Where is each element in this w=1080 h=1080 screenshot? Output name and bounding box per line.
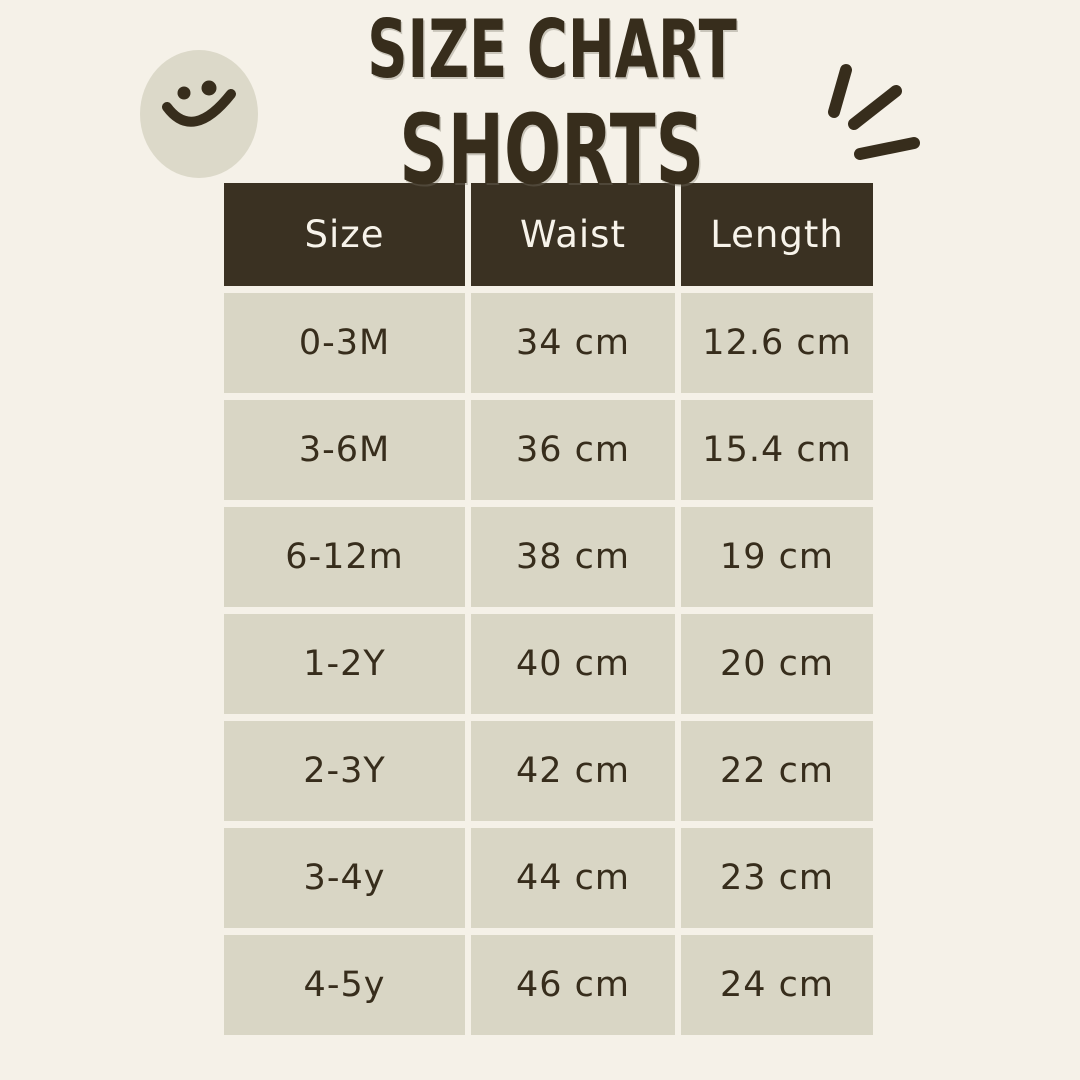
length-cell: 22 cm	[681, 721, 873, 821]
length-cell: 23 cm	[681, 828, 873, 928]
length-cell: 12.6 cm	[681, 293, 873, 393]
length-cell: 20 cm	[681, 614, 873, 714]
size-table: Size Waist Length 0-3M 34 cm 12.6 cm 3-6…	[224, 183, 873, 1035]
size-cell: 0-3M	[224, 293, 465, 393]
size-cell: 3-4y	[224, 828, 465, 928]
size-cell: 2-3Y	[224, 721, 465, 821]
length-cell: 24 cm	[681, 935, 873, 1035]
waist-cell: 38 cm	[471, 507, 675, 607]
size-cell: 1-2Y	[224, 614, 465, 714]
sparkle-dashes-icon	[828, 64, 920, 160]
length-cell: 19 cm	[681, 507, 873, 607]
size-cell: 4-5y	[224, 935, 465, 1035]
size-cell: 6-12m	[224, 507, 465, 607]
header-cell-length: Length	[681, 183, 873, 286]
page-title-text: SIZE CHART	[367, 3, 737, 96]
waist-cell: 36 cm	[471, 400, 675, 500]
smiley-face-icon	[140, 50, 258, 178]
header-cell-size: Size	[224, 183, 465, 286]
header-cell-waist: Waist	[471, 183, 675, 286]
waist-cell: 46 cm	[471, 935, 675, 1035]
length-cell: 15.4 cm	[681, 400, 873, 500]
size-cell: 3-6M	[224, 400, 465, 500]
waist-cell: 40 cm	[471, 614, 675, 714]
waist-cell: 34 cm	[471, 293, 675, 393]
waist-cell: 42 cm	[471, 721, 675, 821]
waist-cell: 44 cm	[471, 828, 675, 928]
